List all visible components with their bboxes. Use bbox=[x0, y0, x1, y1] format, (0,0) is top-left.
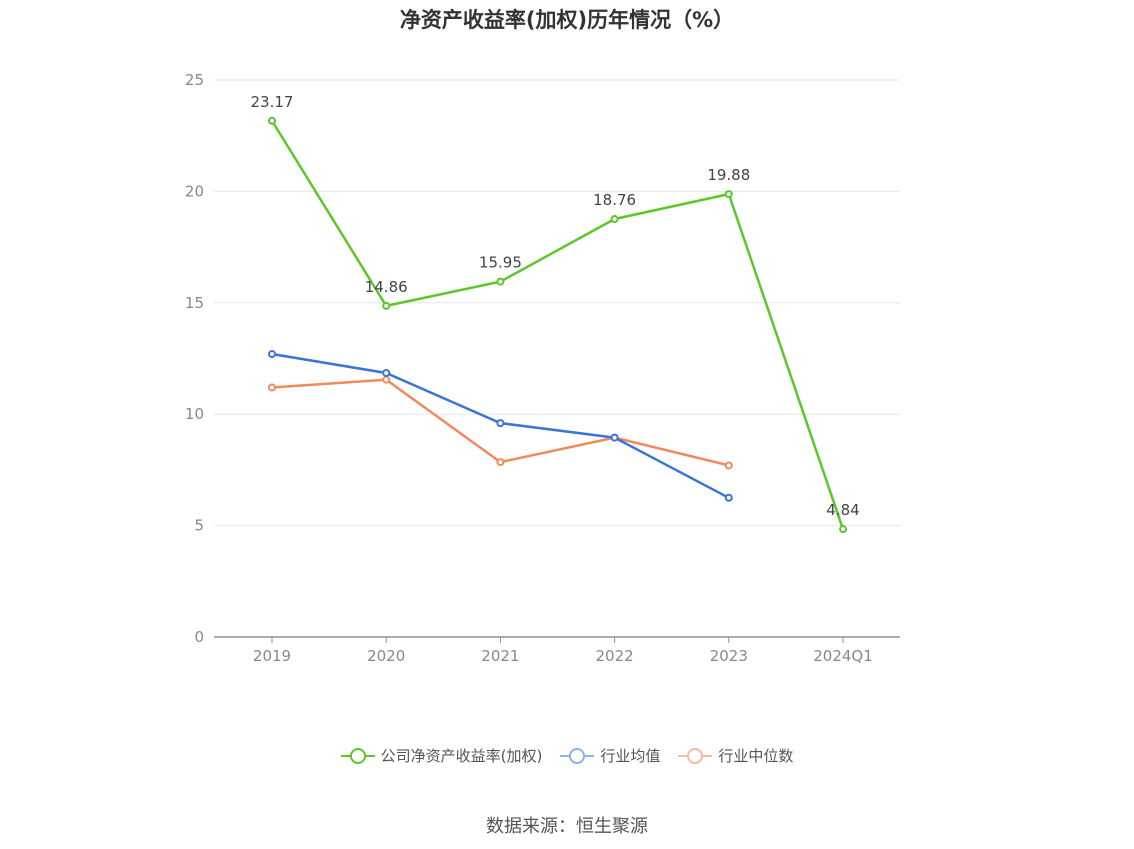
data-point bbox=[268, 116, 276, 125]
data-label: 19.88 bbox=[707, 166, 750, 184]
data-label: 15.95 bbox=[479, 254, 522, 272]
legend-label: 行业中位数 bbox=[718, 747, 794, 765]
data-label: 4.84 bbox=[826, 501, 859, 519]
legend-swatch-icon bbox=[678, 747, 713, 764]
y-tick-label: 10 bbox=[185, 405, 204, 423]
data-point bbox=[724, 493, 733, 502]
legend-item-industry-median[interactable]: 行业中位数 bbox=[678, 745, 793, 766]
data-label: 14.86 bbox=[365, 278, 408, 296]
y-tick-label: 0 bbox=[194, 628, 204, 646]
legend-item-industry-mean[interactable]: 行业均值 bbox=[560, 745, 660, 766]
y-tick-label: 20 bbox=[185, 182, 204, 200]
data-point bbox=[268, 350, 276, 359]
data-point bbox=[839, 525, 847, 534]
axes: 0 5 10 15 20 25 2019 2020 2021 2022 2023 2024Q1 bbox=[185, 71, 900, 665]
x-tick-label: 2024Q1 bbox=[813, 647, 873, 665]
data-point bbox=[382, 375, 391, 384]
series-line bbox=[270, 120, 845, 530]
grid-lines bbox=[214, 79, 900, 527]
x-tick-label: 2022 bbox=[596, 647, 634, 665]
legend: 公司净资产收益率(加权) 行业均值 行业中位数 bbox=[0, 745, 1134, 766]
data-point bbox=[496, 419, 505, 428]
x-tick-label: 2019 bbox=[253, 647, 291, 665]
data-point bbox=[496, 277, 505, 286]
legend-label: 行业均值 bbox=[600, 747, 661, 765]
data-point bbox=[382, 368, 391, 377]
series-lines bbox=[268, 116, 847, 534]
x-tick-label: 2021 bbox=[481, 647, 519, 665]
data-label: 23.17 bbox=[251, 93, 294, 111]
data-point bbox=[724, 461, 733, 470]
legend-swatch-icon bbox=[560, 747, 595, 764]
data-source: 数据来源：恒生聚源 bbox=[486, 816, 648, 837]
data-point bbox=[268, 383, 276, 392]
data-labels: 23.17 14.86 15.95 18.76 19.88 4.84 bbox=[251, 93, 860, 519]
x-tick-label: 2023 bbox=[710, 647, 748, 665]
data-point bbox=[382, 301, 391, 310]
legend-label: 公司净资产收益率(加权) bbox=[380, 747, 543, 765]
chart-title: 净资产收益率(加权)历年情况（%） bbox=[399, 8, 735, 32]
legend-item-company[interactable]: 公司净资产收益率(加权) bbox=[340, 745, 543, 766]
legend-swatch-icon bbox=[340, 747, 375, 764]
y-tick-label: 25 bbox=[185, 71, 204, 89]
data-point bbox=[724, 190, 733, 199]
y-tick-label: 5 bbox=[194, 517, 204, 535]
data-point bbox=[610, 215, 619, 224]
x-tick-label: 2020 bbox=[367, 647, 405, 665]
data-point bbox=[610, 433, 619, 442]
data-label: 18.76 bbox=[593, 191, 636, 209]
data-point bbox=[496, 458, 505, 467]
y-tick-label: 15 bbox=[185, 294, 204, 312]
